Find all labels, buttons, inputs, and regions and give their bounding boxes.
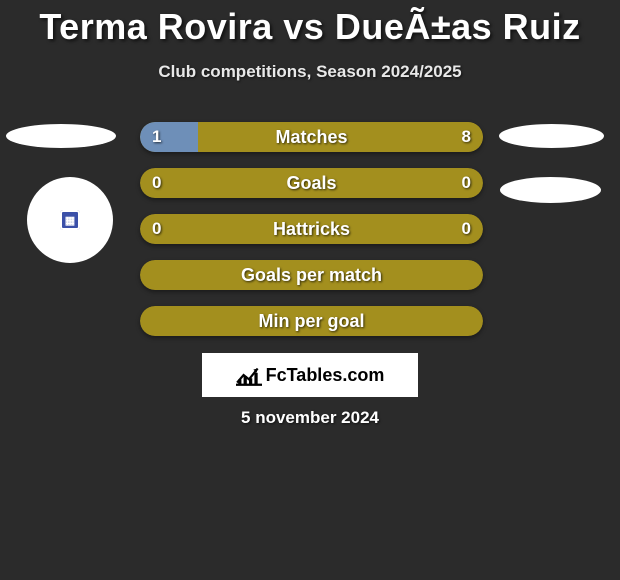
bar-label: Matches xyxy=(140,122,483,152)
date-text: 5 november 2024 xyxy=(0,408,620,428)
bar-label: Goals xyxy=(140,168,483,198)
decor-ellipse-top-right xyxy=(499,124,604,148)
branding-text: FcTables.com xyxy=(266,365,385,386)
stat-bar-matches: 18Matches xyxy=(140,122,483,152)
subtitle: Club competitions, Season 2024/2025 xyxy=(0,62,620,82)
decor-ellipse-mid-right xyxy=(500,177,601,203)
stat-bar-goals: 00Goals xyxy=(140,168,483,198)
branding-badge: FcTables.com xyxy=(202,353,418,397)
bar-label: Goals per match xyxy=(140,260,483,290)
stat-bar-goals-per-match: Goals per match xyxy=(140,260,483,290)
avatar-placeholder-icon: ▦ xyxy=(60,210,80,230)
page-title: Terma Rovira vs DueÃ±as Ruiz xyxy=(0,0,620,48)
bar-label: Hattricks xyxy=(140,214,483,244)
avatar-left: ▦ xyxy=(27,177,113,263)
comparison-bars: 18Matches 00Goals 00Hattricks Goals per mat… xyxy=(140,122,483,352)
fctables-logo-icon xyxy=(236,364,262,386)
stat-bar-min-per-goal: Min per goal xyxy=(140,306,483,336)
decor-ellipse-top-left xyxy=(6,124,116,148)
bar-label: Min per goal xyxy=(140,306,483,336)
stat-bar-hattricks: 00Hattricks xyxy=(140,214,483,244)
